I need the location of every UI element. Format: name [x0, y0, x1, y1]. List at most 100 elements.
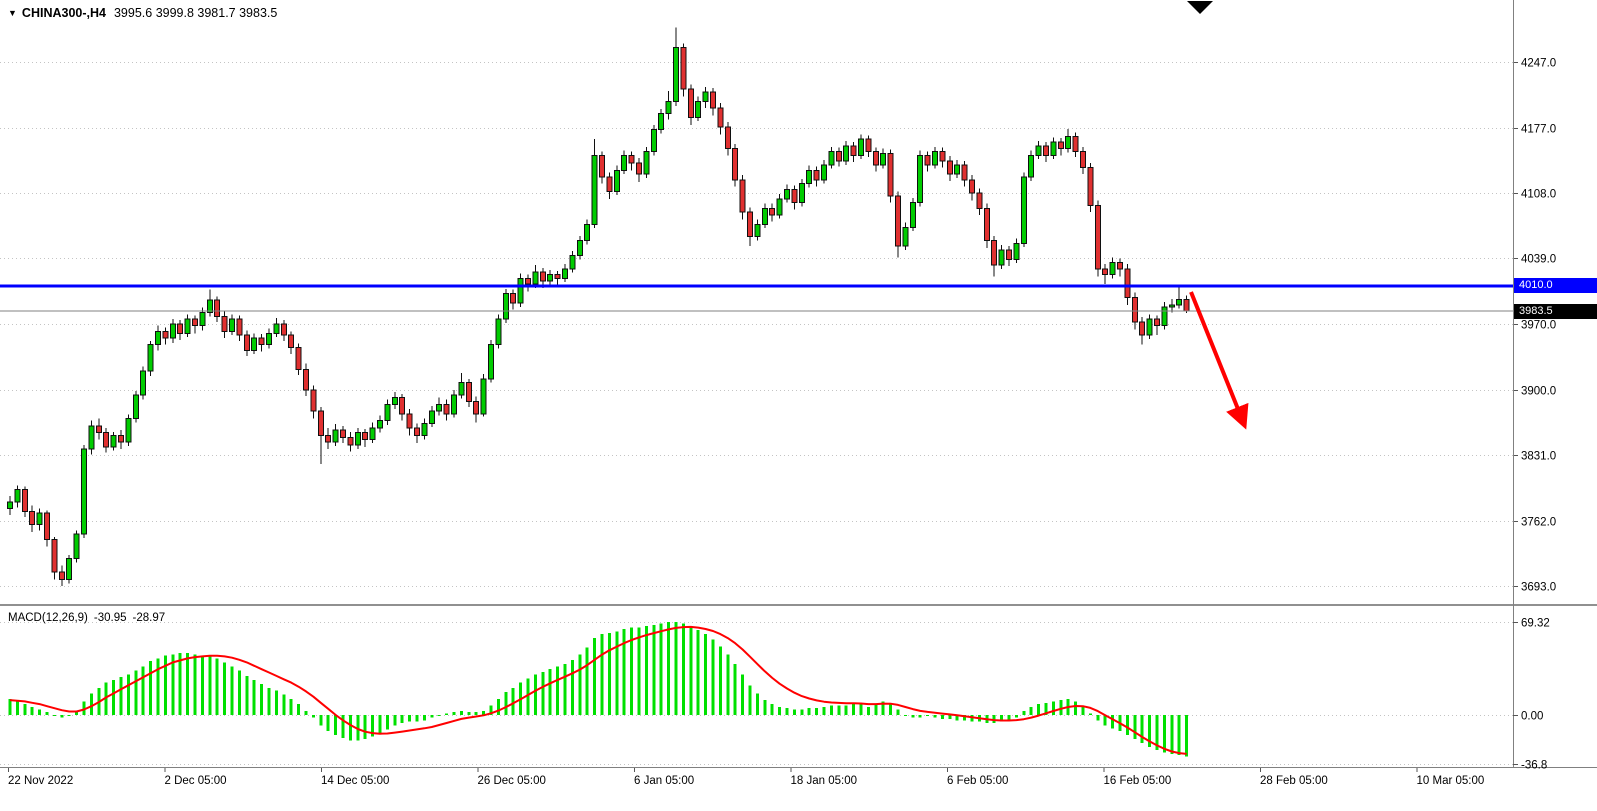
candle-bearish	[724, 126, 731, 150]
macd-bar	[578, 654, 582, 715]
candle-bullish	[1146, 318, 1153, 336]
candle-bullish	[384, 403, 391, 421]
candle-bullish	[776, 198, 783, 216]
candle-bearish	[295, 347, 302, 370]
price-axis-label: 3900.0	[1521, 386, 1556, 398]
candle-bullish	[806, 169, 813, 185]
candle-bearish	[1043, 145, 1049, 156]
candle-bullish	[1065, 135, 1072, 150]
macd-bar	[363, 714, 367, 740]
candle-bearish	[791, 188, 798, 204]
macd-bar	[1155, 714, 1159, 750]
candles-series[interactable]	[7, 27, 1190, 587]
macd-bar	[15, 701, 19, 715]
macd-bar	[533, 674, 537, 715]
candle-bullish	[932, 151, 938, 166]
macd-bar	[112, 679, 116, 715]
candle-bearish	[628, 154, 635, 164]
time-axis[interactable]: 22 Nov 2022 2 Dec 05:00 14 Dec 05:00 26 Dec…	[8, 768, 1484, 787]
macd-bar	[156, 658, 160, 715]
candle-bearish	[162, 330, 169, 339]
macd-histogram	[8, 622, 1189, 757]
macd-bar	[1133, 714, 1137, 740]
macd-bar	[815, 708, 819, 715]
macd-bar	[163, 655, 167, 715]
macd-bar	[585, 647, 589, 715]
candle-bearish	[813, 169, 820, 181]
macd-bar	[600, 634, 604, 715]
macd-bar	[82, 701, 86, 715]
macd-bar	[378, 714, 382, 734]
macd-bar	[511, 688, 515, 715]
pane-splitter[interactable]	[0, 604, 1597, 606]
candle-bullish	[658, 113, 665, 131]
macd-bar	[215, 658, 219, 715]
candle-bullish	[702, 91, 709, 102]
macd-axis[interactable]: 69.32 0.00 -36.8	[1513, 618, 1550, 772]
macd-bar	[1007, 714, 1011, 721]
candle-bearish	[739, 179, 746, 213]
macd-bar	[903, 714, 907, 716]
chart-shift-marker[interactable]	[1187, 1, 1213, 14]
macd-bar	[178, 653, 182, 715]
macd-bar	[556, 666, 560, 715]
price-axis[interactable]: 4247.0 4177.0 4108.0 4039.0 3970.0 3900.0 3831…	[1513, 58, 1556, 594]
macd-bar	[8, 698, 12, 715]
candle-bearish	[58, 571, 65, 580]
quote-dropdown-icon[interactable]: ▼	[8, 8, 17, 18]
candle-bullish	[428, 410, 435, 424]
time-axis-label: 14 Dec 05:00	[321, 775, 389, 787]
candle-bullish	[1176, 299, 1183, 306]
candle-bearish	[606, 176, 613, 192]
candle-bullish	[1050, 141, 1057, 156]
sell-arrow-annotation[interactable]	[1189, 291, 1249, 430]
macd-bar	[1185, 714, 1189, 757]
candle-bearish	[362, 432, 369, 440]
candle-bullish	[954, 164, 961, 175]
candle-bullish	[184, 318, 191, 334]
macd-bar	[607, 632, 611, 715]
macd-bar	[526, 678, 530, 715]
bid-price-badge: 3983.5	[1514, 304, 1597, 319]
macd-bar	[400, 714, 404, 723]
macd-bar	[1037, 704, 1041, 715]
ohlc-quote-label: 3995.6 3999.8 3981.7 3983.5	[113, 6, 278, 20]
macd-bar	[408, 714, 412, 722]
candle-bearish	[850, 145, 857, 156]
macd-bar	[807, 708, 811, 715]
candle-bullish	[547, 274, 554, 282]
candle-bearish	[1006, 249, 1012, 260]
macd-bar	[933, 714, 937, 718]
macd-bar	[1148, 714, 1152, 748]
price-axis-label: 4247.0	[1521, 58, 1556, 70]
macd-bar	[1125, 714, 1129, 736]
macd-bar	[348, 714, 352, 741]
candle-bullish	[621, 154, 628, 171]
macd-axis-label: 0.00	[1521, 711, 1543, 723]
time-axis-label: 2 Dec 05:00	[165, 775, 227, 787]
candle-bearish	[510, 293, 517, 304]
macd-bar	[792, 709, 796, 715]
macd-bar	[52, 714, 56, 716]
candle-bullish	[562, 268, 568, 279]
candle-bullish	[436, 403, 443, 412]
macd-bar	[800, 709, 804, 715]
macd-bar	[785, 708, 789, 715]
candle-bearish	[946, 160, 953, 175]
candle-bullish	[695, 100, 702, 118]
time-axis-label: 26 Dec 05:00	[478, 775, 546, 787]
price-axis-label: 3762.0	[1521, 517, 1556, 529]
macd-bar	[245, 675, 249, 715]
candle-bearish	[835, 151, 842, 162]
macd-bar	[1074, 701, 1078, 715]
macd-bar	[570, 659, 574, 715]
macd-bar	[889, 704, 893, 715]
macd-bar	[437, 714, 441, 716]
time-axis-label: 16 Feb 05:00	[1104, 775, 1172, 787]
candle-bearish	[865, 138, 872, 153]
macd-bar	[252, 679, 256, 715]
candle-bullish	[251, 337, 258, 351]
macd-bar	[67, 714, 71, 716]
